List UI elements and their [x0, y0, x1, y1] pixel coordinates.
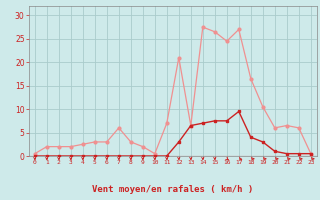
- X-axis label: Vent moyen/en rafales ( km/h ): Vent moyen/en rafales ( km/h ): [92, 185, 253, 194]
